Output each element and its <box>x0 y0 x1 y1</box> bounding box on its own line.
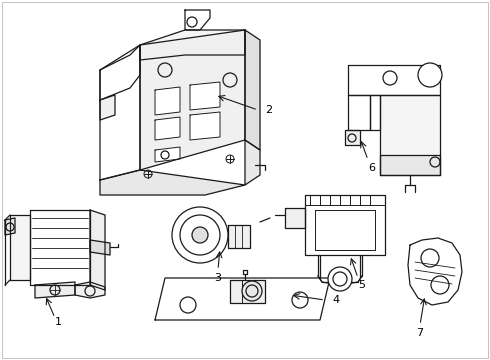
Circle shape <box>172 207 228 263</box>
Polygon shape <box>155 117 180 140</box>
Polygon shape <box>100 170 245 195</box>
Polygon shape <box>100 45 140 180</box>
Polygon shape <box>305 195 385 255</box>
Polygon shape <box>155 147 180 162</box>
Polygon shape <box>190 82 220 110</box>
Text: 7: 7 <box>416 328 423 338</box>
Text: 4: 4 <box>332 295 339 305</box>
Polygon shape <box>155 87 180 115</box>
Text: 1: 1 <box>54 317 62 327</box>
Polygon shape <box>318 276 362 285</box>
Polygon shape <box>10 215 30 280</box>
Polygon shape <box>315 210 375 250</box>
Polygon shape <box>190 112 220 140</box>
Polygon shape <box>348 65 440 95</box>
Polygon shape <box>100 45 140 100</box>
Text: 2: 2 <box>265 105 272 115</box>
Polygon shape <box>30 210 90 285</box>
Circle shape <box>328 267 352 291</box>
Text: 5: 5 <box>359 280 366 290</box>
Polygon shape <box>345 130 360 145</box>
Polygon shape <box>185 10 210 30</box>
Polygon shape <box>380 95 440 175</box>
Polygon shape <box>370 95 380 130</box>
Polygon shape <box>140 30 245 60</box>
Polygon shape <box>348 95 370 130</box>
Polygon shape <box>228 225 250 248</box>
Polygon shape <box>230 280 265 303</box>
Polygon shape <box>155 278 330 320</box>
Polygon shape <box>90 210 105 290</box>
Circle shape <box>242 281 262 301</box>
Polygon shape <box>35 282 75 298</box>
Polygon shape <box>75 282 105 298</box>
Polygon shape <box>245 140 260 185</box>
Text: 6: 6 <box>368 163 375 173</box>
Polygon shape <box>380 155 440 175</box>
Circle shape <box>418 63 442 87</box>
Polygon shape <box>140 30 245 170</box>
Polygon shape <box>90 240 110 255</box>
Circle shape <box>192 227 208 243</box>
Polygon shape <box>243 270 247 274</box>
Polygon shape <box>245 30 260 150</box>
Text: 3: 3 <box>215 273 221 283</box>
Polygon shape <box>100 95 115 120</box>
Polygon shape <box>5 218 15 235</box>
Polygon shape <box>408 238 462 305</box>
Polygon shape <box>285 208 305 228</box>
